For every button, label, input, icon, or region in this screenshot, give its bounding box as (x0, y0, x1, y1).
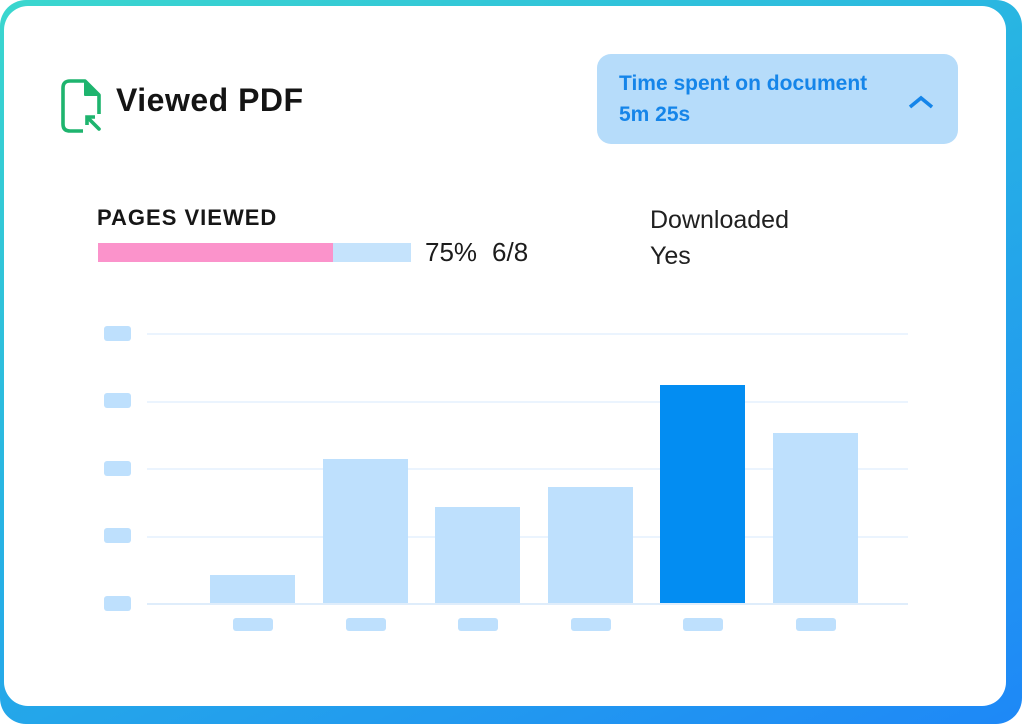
bar-chart (104, 326, 914, 633)
x-axis-tick (232, 618, 273, 631)
bar-highlighted (660, 385, 745, 603)
pages-viewed-progress-bar (98, 243, 411, 262)
pdf-document-icon (61, 79, 108, 134)
x-axis-tick (570, 618, 611, 631)
x-axis-tick (795, 618, 836, 631)
page-title: Viewed PDF (116, 82, 304, 118)
gridline (147, 468, 908, 470)
bar (435, 507, 520, 603)
bar (773, 433, 858, 603)
gridline (147, 333, 908, 335)
bar (548, 487, 633, 603)
bar (323, 459, 408, 603)
y-axis-tick (104, 326, 131, 341)
progress-percent: 75% (425, 237, 478, 267)
time-spent-value: 5m 25s (619, 103, 691, 126)
downloaded-label: Downloaded (650, 206, 789, 234)
time-spent-dropdown[interactable]: Time spent on document 5m 25s (597, 54, 958, 144)
time-spent-label: Time spent on document (619, 72, 868, 95)
x-axis-tick (457, 618, 498, 631)
y-axis-tick (104, 461, 131, 476)
y-axis-tick (104, 596, 131, 611)
progress-fraction: 6/8 (492, 237, 529, 267)
x-axis-tick (345, 618, 386, 631)
gridline (147, 536, 908, 538)
y-axis-tick (104, 393, 131, 408)
x-axis-tick (682, 618, 723, 631)
gridline (147, 401, 908, 403)
pages-viewed-label: PAGES VIEWED (97, 205, 278, 230)
analytics-card: Viewed PDF Time spent on document 5m 25s… (4, 6, 1006, 706)
chevron-up-icon (908, 95, 934, 109)
progress-readout: 75% 6/8 (425, 237, 528, 268)
gridline (147, 603, 908, 605)
y-axis-tick (104, 528, 131, 543)
progress-fill (98, 243, 333, 262)
downloaded-value: Yes (650, 242, 691, 270)
bar (210, 575, 295, 603)
